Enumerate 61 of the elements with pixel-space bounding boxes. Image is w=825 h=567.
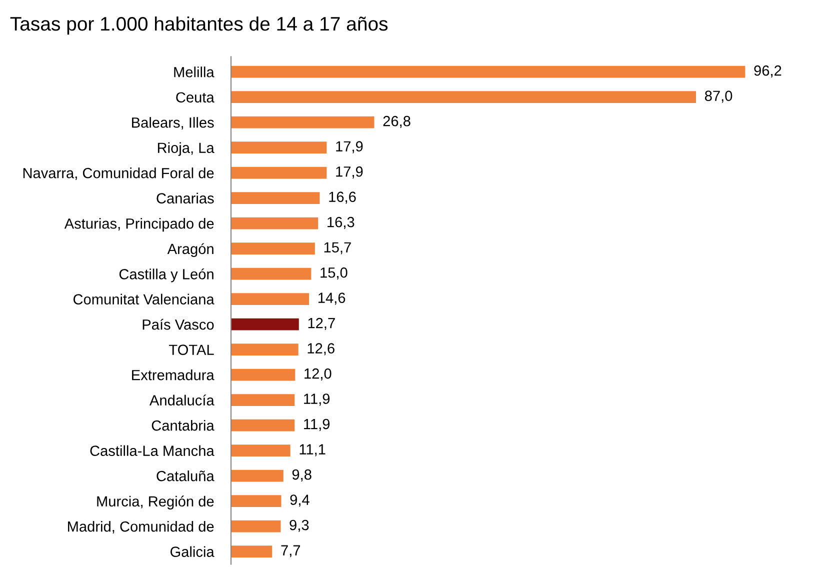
data-label: 12,6 — [308, 343, 334, 356]
y-tick-label: Canarias — [156, 192, 214, 204]
y-tick-label: Melilla — [174, 66, 214, 78]
data-label: 14,6 — [318, 292, 346, 305]
y-tick-label: TOTAL — [168, 344, 214, 355]
chart-title: Tasas por 1.000 habitantes de 14 a 17 años — [10, 16, 388, 35]
data-label: 16,6 — [329, 192, 356, 204]
bar — [231, 242, 315, 255]
bar — [231, 520, 281, 532]
data-label: 12,0 — [304, 368, 332, 380]
bar — [231, 192, 320, 204]
data-label: 7,7 — [281, 545, 300, 558]
data-label: 87,0 — [704, 90, 732, 103]
y-tick-label: Andalucía — [150, 394, 214, 406]
data-label: 9,4 — [290, 494, 310, 507]
y-tick-label: Comunitat Valenciana — [73, 294, 214, 304]
bar — [231, 344, 298, 356]
data-label: 17,9 — [336, 166, 363, 178]
bar — [231, 470, 284, 482]
bar — [231, 91, 696, 104]
y-tick-label: Ceuta — [176, 92, 214, 103]
data-label: 26,8 — [383, 116, 410, 128]
bar — [231, 368, 296, 381]
data-label: 11,1 — [300, 444, 326, 456]
y-tick-label: Aragón — [167, 243, 214, 257]
bar — [231, 318, 299, 330]
y-tick-label: Madrid, Comunidad de — [68, 521, 214, 534]
data-label: 16,3 — [328, 216, 354, 229]
bar — [231, 268, 312, 280]
y-tick-label: Murcia, Región de — [97, 496, 214, 510]
data-label: 12,7 — [308, 318, 335, 330]
data-label: 96,2 — [754, 65, 782, 78]
bar — [231, 142, 327, 154]
y-tick-label: Cataluña — [156, 470, 214, 482]
data-label: 15,7 — [324, 242, 351, 254]
data-label: 11,9 — [304, 394, 330, 406]
y-tick-label: Rioja, La — [158, 142, 214, 156]
bar — [231, 293, 310, 306]
bar — [231, 66, 746, 78]
bar — [231, 444, 290, 456]
y-tick-label: Asturias, Principado de — [64, 218, 214, 232]
data-label: 9,3 — [290, 520, 309, 532]
data-label: 9,8 — [292, 469, 312, 482]
bar — [231, 394, 295, 406]
y-tick-label: Cantabria — [152, 420, 214, 431]
y-tick-label: Castilla-La Mancha — [90, 445, 214, 456]
y-tick-label: Extremadura — [132, 370, 214, 380]
data-label: 15,0 — [320, 267, 348, 280]
bar — [231, 217, 318, 230]
y-tick-label: País Vasco — [142, 318, 214, 330]
y-tick-label: Navarra, Comunidad Foral de — [23, 168, 214, 180]
bar — [231, 166, 327, 179]
bar — [231, 419, 295, 432]
y-tick-label: Galicia — [170, 546, 214, 557]
bar — [231, 546, 272, 558]
bar — [231, 495, 282, 507]
data-label: 17,9 — [336, 141, 363, 154]
y-tick-label: Balears, Illes — [132, 117, 214, 130]
bar — [231, 116, 374, 128]
data-label: 11,9 — [304, 418, 330, 431]
y-tick-label: Castilla y León — [119, 268, 214, 282]
